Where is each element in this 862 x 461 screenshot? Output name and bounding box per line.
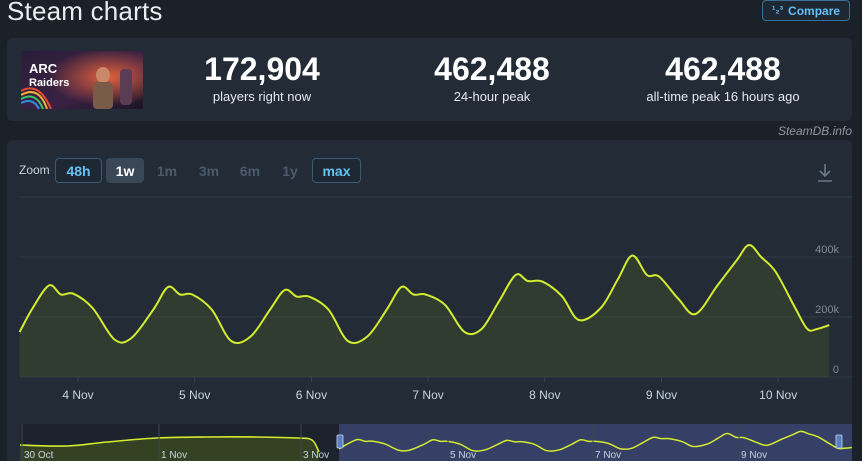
stat-value: 462,488 <box>434 51 550 87</box>
zoom-button-1w[interactable]: 1w <box>106 158 144 183</box>
stat-label: 24-hour peak <box>453 89 531 104</box>
page-title: Steam charts <box>7 0 163 26</box>
x-tick-label: 8 Nov <box>529 388 560 402</box>
chart-panel: Zoom 48h 1w 1m 3m 6m 1y max 0 200k 400k 4 N… <box>7 140 852 461</box>
zoom-button-6m[interactable]: 6m <box>239 162 261 179</box>
navigator-line-recent <box>338 430 852 452</box>
navigator-tick-label: 9 Nov <box>741 450 767 461</box>
y-tick-label: 200k <box>815 304 839 316</box>
compare-icon: ¹₂³ <box>771 4 784 16</box>
stat-players-now: 172,904 players right now <box>187 52 337 104</box>
y-tick-label: 400k <box>815 244 839 256</box>
svg-text:Raiders: Raiders <box>29 77 69 89</box>
zoom-button-1y[interactable]: 1y <box>282 162 298 179</box>
navigator-tick-label: 5 Nov <box>450 450 476 461</box>
steamdb-credit[interactable]: SteamDB.info <box>777 124 852 138</box>
x-tick-label: 9 Nov <box>646 388 677 402</box>
stat-value: 172,904 <box>204 51 320 87</box>
compare-button[interactable]: ¹₂³ Compare <box>762 0 850 21</box>
navigator-tick-label: 30 Oct <box>24 450 54 461</box>
download-icon[interactable] <box>815 162 835 184</box>
zoom-button-3m[interactable]: 3m <box>198 162 220 179</box>
stat-label: all-time peak 16 hours ago <box>646 89 800 104</box>
x-tick-label: 4 Nov <box>62 388 93 402</box>
navigator-tick-label: 3 Nov <box>303 450 329 461</box>
main-chart[interactable]: 0 200k 400k 4 Nov 5 Nov 6 Nov 7 Nov 8 Nov 9 Nov 1… <box>7 140 852 410</box>
navigator-handle-right[interactable] <box>835 434 843 449</box>
navigator-selection[interactable] <box>339 424 852 461</box>
x-tick-label: 6 Nov <box>296 388 327 402</box>
stat-all-time-peak: 462,488 all-time peak 16 hours ago <box>633 52 813 104</box>
x-tick-label: 5 Nov <box>179 388 210 402</box>
zoom-label: Zoom <box>19 163 50 177</box>
stat-24h-peak: 462,488 24-hour peak <box>412 52 572 104</box>
navigator-tick-label: 1 Nov <box>161 450 187 461</box>
game-logo-image: ARC Raiders <box>21 51 143 109</box>
zoom-button-1m[interactable]: 1m <box>156 162 178 179</box>
zoom-button-max[interactable]: max <box>312 158 361 183</box>
svg-text:ARC: ARC <box>29 61 58 76</box>
navigator-tick-label: 7 Nov <box>595 450 621 461</box>
compare-button-label: Compare <box>788 3 841 18</box>
x-tick-label: 10 Nov <box>759 388 797 402</box>
navigator-handle-left[interactable] <box>336 434 344 449</box>
stat-value: 462,488 <box>665 51 781 87</box>
navigator-chart[interactable]: 30 Oct 1 Nov 3 Nov 5 Nov 7 Nov 9 Nov <box>7 140 852 461</box>
navigator-line-early <box>19 436 320 453</box>
stats-panel: ARC Raiders 172,904 players right now 46… <box>7 38 852 121</box>
game-thumbnail[interactable]: ARC Raiders <box>21 51 143 109</box>
navigator-area-early <box>20 436 319 461</box>
series-area <box>19 244 830 377</box>
y-tick-label: 0 <box>833 364 839 376</box>
zoom-button-48h[interactable]: 48h <box>55 158 102 183</box>
series-line-players[interactable] <box>18 244 830 344</box>
stat-label: players right now <box>212 89 312 104</box>
x-tick-label: 7 Nov <box>412 388 443 402</box>
